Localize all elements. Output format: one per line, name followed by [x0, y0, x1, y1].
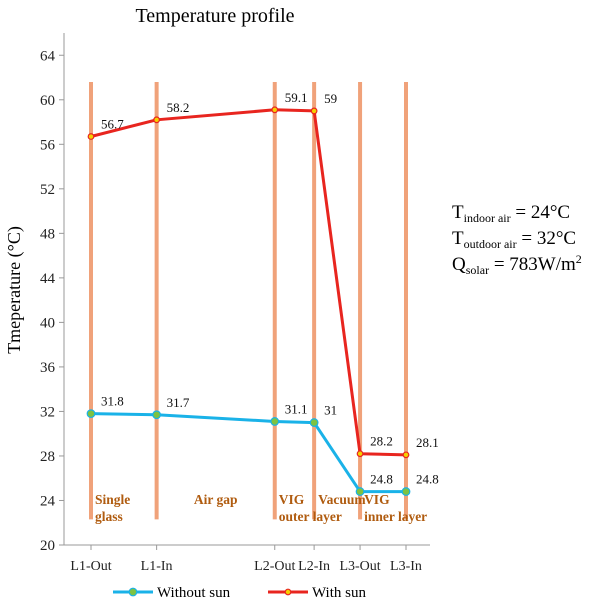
data-label: 58.2 — [167, 100, 190, 115]
x-tick-label: L2-In — [298, 559, 330, 574]
data-point — [86, 409, 96, 419]
chart-title: Temperature profile — [135, 5, 294, 27]
plot-area: 20 24 28 32 36 40 44 48 52 56 60 64 L1-Out L1-In L2-Ou… — [40, 33, 439, 574]
region-label: Single — [95, 492, 130, 507]
series-line-without-sun — [90, 412, 406, 494]
data-label: 28.2 — [370, 434, 393, 449]
y-tick-label: 48 — [40, 226, 55, 242]
y-tick-label: 32 — [40, 404, 55, 420]
data-point — [271, 106, 279, 114]
y-tick-label: 20 — [40, 538, 55, 554]
annotation-line: Toutdoor air = 32°C — [452, 228, 576, 251]
region-label: Vacuum — [318, 492, 366, 507]
data-label: 28.1 — [416, 435, 439, 450]
y-tick-label: 28 — [40, 449, 55, 465]
x-tick-label: L3-Out — [339, 559, 380, 574]
annotation-line: Qsolar = 783W/m2 — [452, 252, 582, 277]
data-label: 59.1 — [285, 90, 308, 105]
annotation-line: Tindoor air = 24°C — [452, 202, 570, 225]
legend-label: Without sun — [157, 585, 231, 601]
data-point — [355, 487, 365, 496]
data-point — [402, 451, 410, 459]
x-tick-label: L1-In — [141, 559, 173, 574]
x-tick-label: L3-In — [390, 559, 422, 574]
y-tick-label: 24 — [40, 493, 56, 509]
y-tick-label: 40 — [40, 315, 55, 331]
legend-marker — [284, 588, 292, 596]
series-line-with-sun — [90, 108, 407, 457]
data-point — [87, 133, 95, 140]
region-label: VIG — [279, 492, 305, 507]
y-axis-label: Tmeperature (°C) — [4, 226, 25, 354]
data-label: 24.8 — [416, 472, 439, 487]
legend: Without sun With sun — [113, 585, 366, 601]
data-label: 59 — [324, 91, 337, 106]
data-label: 24.8 — [370, 472, 393, 487]
data-label: 31.1 — [285, 401, 308, 416]
data-label: 31.8 — [101, 394, 124, 409]
conditions-annotation: Tindoor air = 24°C Toutdoor air = 32°CQso… — [452, 202, 582, 277]
y-tick-label: 60 — [40, 93, 55, 109]
data-point — [153, 116, 161, 124]
region-label: glass — [95, 509, 123, 524]
data-label: 31.7 — [167, 395, 190, 410]
region-label: inner layer — [364, 509, 427, 524]
data-label: 56.7 — [101, 117, 124, 132]
region-label: VIG — [364, 492, 390, 507]
legend-label: With sun — [312, 585, 366, 601]
data-point — [310, 107, 318, 115]
x-tick-label: L2-Out — [254, 559, 295, 574]
legend-marker — [128, 587, 138, 597]
y-tick-label: 44 — [40, 271, 56, 287]
data-point — [309, 418, 319, 427]
y-tick-label: 56 — [40, 137, 56, 153]
x-tick-label: L1-Out — [70, 559, 111, 574]
y-tick-label: 52 — [40, 182, 55, 198]
data-point — [270, 417, 280, 426]
data-point — [356, 450, 364, 458]
region-label: Air gap — [194, 492, 238, 507]
y-tick-label: 64 — [40, 48, 56, 64]
data-point — [152, 410, 162, 420]
region-label: outer layer — [279, 509, 342, 524]
data-point — [401, 487, 411, 496]
data-label: 31 — [324, 403, 337, 418]
y-tick-label: 36 — [40, 360, 56, 376]
